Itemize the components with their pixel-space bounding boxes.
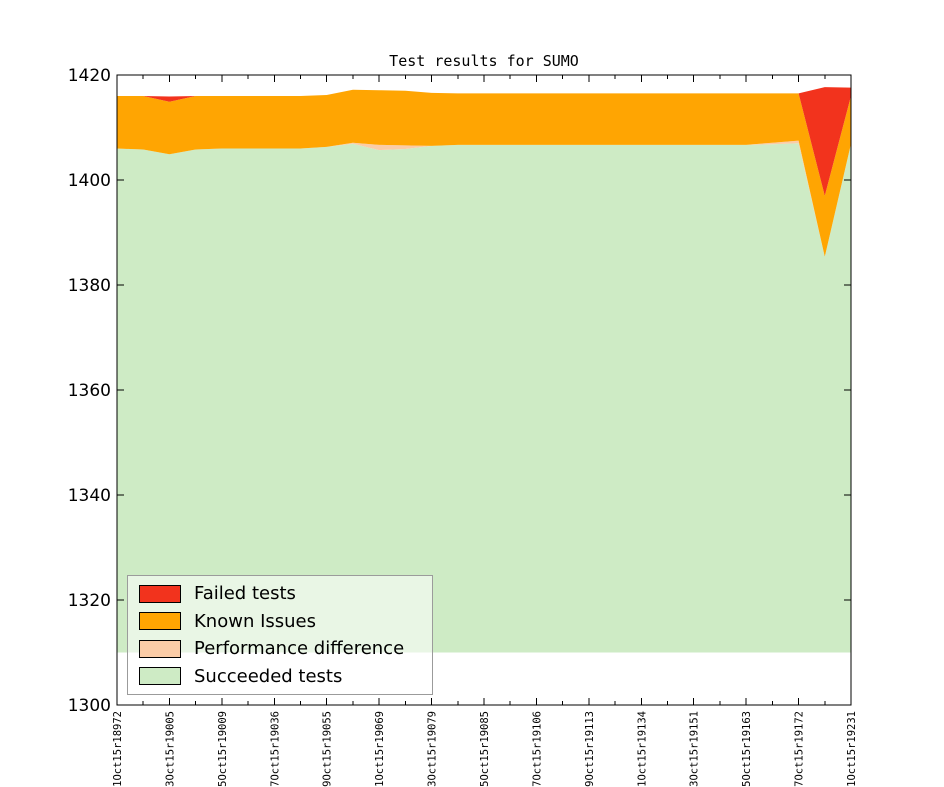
x-tick-label: 17Oct15r19106 <box>531 711 543 787</box>
x-tick-label: 19Oct15r19113 <box>584 711 596 787</box>
y-tick-label: 1320 <box>68 591 111 611</box>
legend-item-succeeded-tests: Succeeded tests <box>139 666 424 687</box>
legend-label: Known Issues <box>194 610 317 632</box>
performance-difference-swatch-icon <box>139 639 181 658</box>
failed-tests-swatch-icon <box>139 584 181 603</box>
x-tick-label: 25Oct15r19163 <box>741 711 753 787</box>
x-tick-label: 27Oct15r19172 <box>794 711 806 787</box>
x-tick-label: 01Oct15r18972 <box>112 711 124 787</box>
y-tick-label: 1300 <box>68 696 111 716</box>
legend-item-known-issues: Known Issues <box>139 611 424 632</box>
y-tick-label: 1380 <box>68 276 111 296</box>
known-issues-swatch-icon <box>139 612 181 631</box>
x-tick-label: 13Oct15r19079 <box>427 711 439 787</box>
x-tick-label: 11Oct15r19069 <box>374 711 386 787</box>
y-tick-label: 1360 <box>68 381 111 401</box>
legend-item-performance-difference: Performance difference <box>139 638 424 659</box>
legend-label: Performance difference <box>194 638 405 660</box>
x-tick-label: 03Oct15r19005 <box>164 711 176 787</box>
legend-label: Failed tests <box>194 583 296 605</box>
area-known-issues <box>117 89 851 257</box>
x-tick-label: 07Oct15r19036 <box>269 711 281 787</box>
x-tick-label: 31Oct15r19231 <box>846 711 858 787</box>
legend-item-failed-tests: Failed tests <box>139 583 424 604</box>
x-tick-label: 21Oct15r19134 <box>636 711 648 787</box>
y-tick-label: 1340 <box>68 486 111 506</box>
chart-title: Test results for SUMO <box>389 52 579 70</box>
succeeded-tests-swatch-icon <box>139 667 181 686</box>
legend-label: Succeeded tests <box>194 665 343 687</box>
x-tick-label: 23Oct15r19151 <box>689 711 701 787</box>
y-tick-label: 1400 <box>68 171 111 191</box>
x-tick-label: 15Oct15r19085 <box>479 711 491 787</box>
area-succeeded-tests <box>117 143 851 653</box>
y-tick-label: 1420 <box>68 66 111 86</box>
x-tick-label: 09Oct15r19055 <box>322 711 334 787</box>
legend: Failed tests Known Issues Performance di… <box>127 575 433 695</box>
x-tick-label: 05Oct15r19009 <box>217 711 229 787</box>
